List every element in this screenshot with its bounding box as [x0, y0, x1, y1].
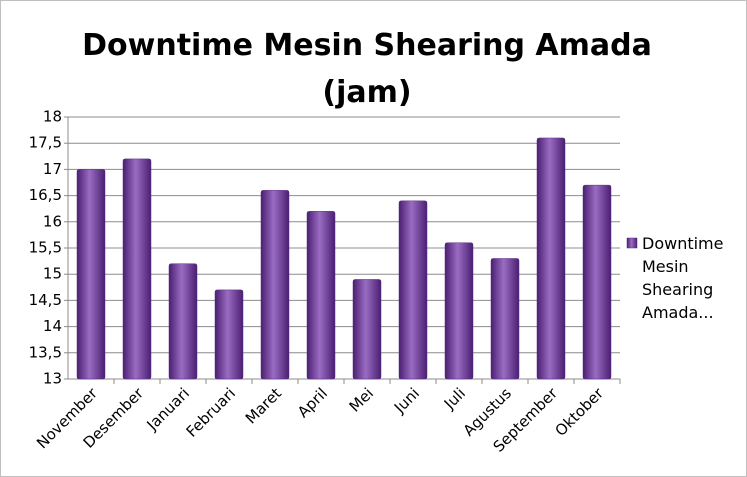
y-tick-label: 16 [43, 212, 62, 230]
y-tick-label: 14,5 [29, 291, 62, 309]
bar [122, 158, 152, 380]
x-tick-label: Februari [183, 384, 239, 440]
x-tick-label: Oktober [552, 384, 608, 440]
bar [214, 289, 244, 380]
x-tick-label: April [294, 384, 331, 421]
y-tick-label: 14 [43, 317, 62, 335]
bar [398, 200, 428, 380]
bar [536, 137, 566, 380]
chart-title: Downtime Mesin Shearing Amada (jam) [82, 28, 652, 110]
bar [306, 211, 336, 380]
y-tick-label: 17 [43, 160, 62, 178]
y-tick-label: 18 [43, 108, 62, 126]
y-tick-label: 17,5 [29, 134, 62, 152]
bar [444, 242, 474, 380]
y-tick-label: 15,5 [29, 239, 62, 257]
bar [582, 184, 612, 380]
bar [352, 279, 382, 380]
y-tick-label: 13 [43, 370, 62, 388]
legend-label: Downtime Mesin Shearing Amada... [642, 234, 724, 322]
x-tick-label: Maret [242, 384, 285, 427]
bar [76, 169, 106, 380]
bar [490, 258, 520, 380]
y-tick-label: 16,5 [29, 186, 62, 204]
bar [260, 190, 290, 380]
x-tick-label: Juli [440, 384, 469, 413]
y-tick-label: 15 [43, 265, 62, 283]
x-tick-label: Juni [390, 384, 423, 417]
x-tick-label: Mei [346, 384, 377, 415]
y-tick-label: 13,5 [29, 343, 62, 361]
legend-swatch [626, 237, 638, 249]
bar [168, 263, 198, 380]
